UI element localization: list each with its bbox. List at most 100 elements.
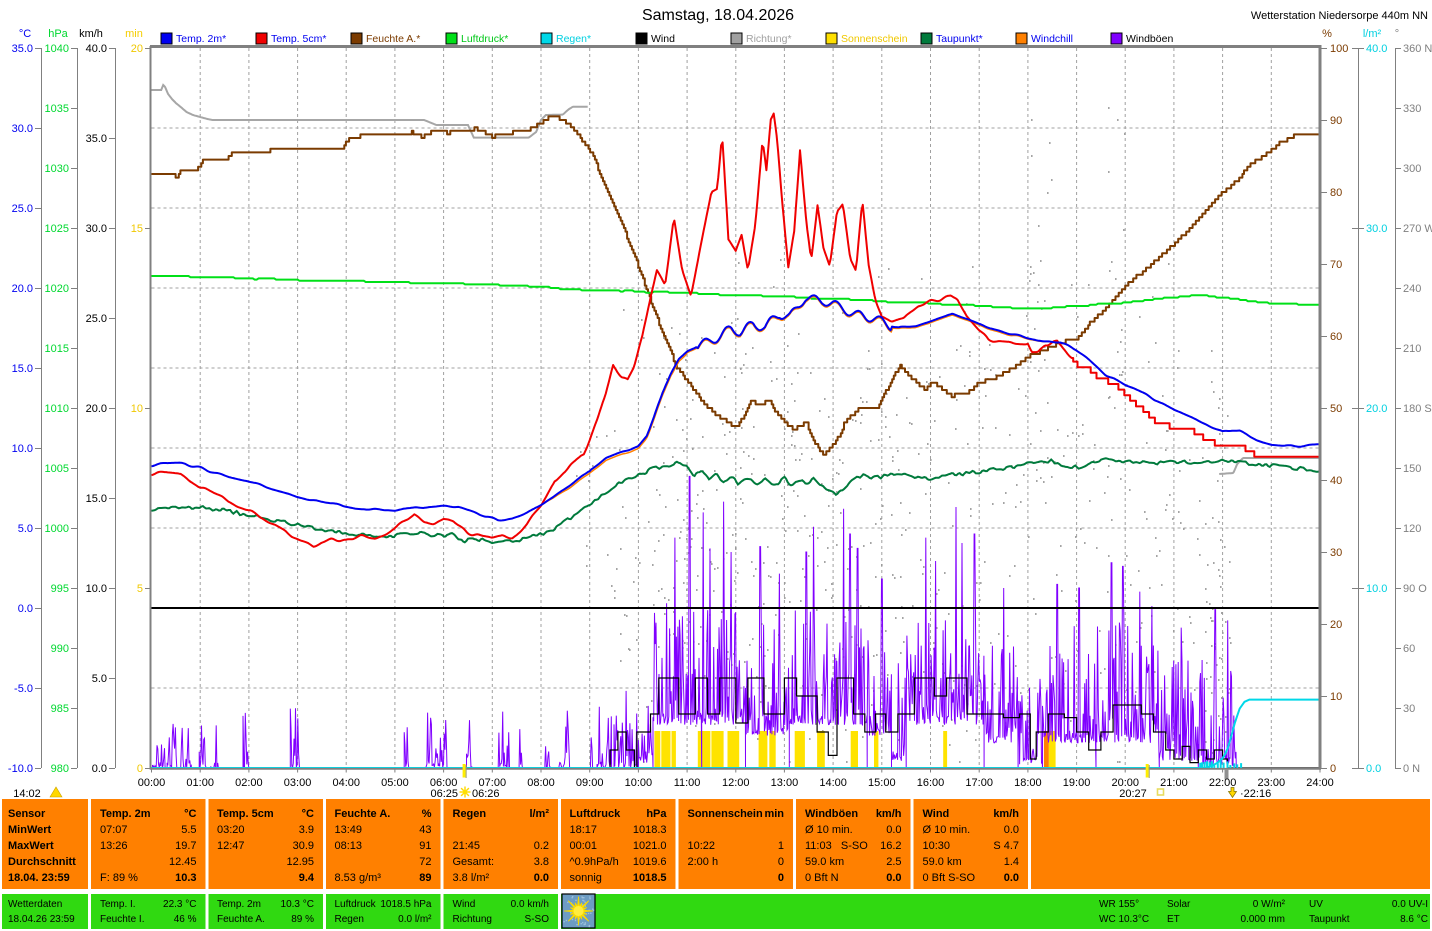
svg-text:10:22: 10:22 bbox=[688, 840, 716, 852]
svg-text:91: 91 bbox=[419, 840, 431, 852]
svg-text:Regen: Regen bbox=[335, 914, 364, 925]
svg-text:17:00: 17:00 bbox=[965, 777, 993, 789]
svg-text:Temp. 5cm*: Temp. 5cm* bbox=[271, 33, 326, 45]
svg-text:Windböen: Windböen bbox=[805, 808, 858, 820]
svg-text:F: 89 %: F: 89 % bbox=[100, 872, 138, 884]
svg-text:0.0: 0.0 bbox=[18, 603, 33, 615]
svg-text:90 O: 90 O bbox=[1403, 583, 1427, 595]
svg-text:21:00: 21:00 bbox=[1160, 777, 1188, 789]
svg-text:180 S: 180 S bbox=[1403, 403, 1432, 415]
svg-text:20:00: 20:00 bbox=[1111, 777, 1139, 789]
svg-text:20.0: 20.0 bbox=[1366, 403, 1387, 415]
svg-text:43: 43 bbox=[419, 824, 431, 836]
svg-text:13:49: 13:49 bbox=[335, 824, 363, 836]
svg-text:1000: 1000 bbox=[45, 523, 69, 535]
svg-text:20: 20 bbox=[131, 43, 143, 55]
svg-text:Feuchte A.: Feuchte A. bbox=[335, 808, 391, 820]
svg-text:Regen: Regen bbox=[453, 808, 487, 820]
svg-text:12.95: 12.95 bbox=[286, 856, 314, 868]
svg-text:km/h: km/h bbox=[876, 808, 902, 820]
svg-text:Feuchte I.: Feuchte I. bbox=[100, 914, 144, 925]
svg-text:30.0: 30.0 bbox=[1366, 223, 1387, 235]
svg-text:MaxWert: MaxWert bbox=[8, 840, 54, 852]
svg-text:10: 10 bbox=[131, 403, 143, 415]
svg-text:°C: °C bbox=[19, 28, 31, 40]
svg-text:km/h: km/h bbox=[79, 28, 103, 40]
svg-text:19.7: 19.7 bbox=[175, 840, 196, 852]
svg-text:89: 89 bbox=[419, 872, 431, 884]
svg-text:l/m²: l/m² bbox=[529, 808, 549, 820]
svg-text:300: 300 bbox=[1403, 163, 1421, 175]
svg-text:8.53 g/m³: 8.53 g/m³ bbox=[335, 872, 382, 884]
svg-text:0.0 UV-I: 0.0 UV-I bbox=[1392, 899, 1428, 910]
svg-text:1019.6: 1019.6 bbox=[633, 856, 667, 868]
svg-text:0.000 mm: 0.000 mm bbox=[1241, 914, 1285, 925]
svg-text:hPa: hPa bbox=[646, 808, 667, 820]
svg-text:20.0: 20.0 bbox=[12, 283, 33, 295]
svg-text:%: % bbox=[1322, 28, 1332, 40]
svg-text:sonnig: sonnig bbox=[570, 872, 602, 884]
svg-text:1040: 1040 bbox=[45, 43, 69, 55]
svg-text:30.0: 30.0 bbox=[86, 223, 107, 235]
svg-text:Wind: Wind bbox=[453, 899, 476, 910]
svg-text:210: 210 bbox=[1403, 343, 1421, 355]
svg-text:3.9: 3.9 bbox=[299, 824, 314, 836]
svg-text:12:47: 12:47 bbox=[217, 840, 245, 852]
svg-text:Luftdruck: Luftdruck bbox=[570, 808, 622, 820]
svg-text:5.0: 5.0 bbox=[18, 523, 33, 535]
svg-text:14:02: 14:02 bbox=[13, 788, 41, 800]
svg-text:990: 990 bbox=[51, 643, 69, 655]
svg-text:5.0: 5.0 bbox=[92, 673, 107, 685]
svg-text:07:07: 07:07 bbox=[100, 824, 128, 836]
svg-text:°C: °C bbox=[184, 808, 196, 820]
svg-text:0 W/m²: 0 W/m² bbox=[1253, 899, 1286, 910]
svg-text:Ø 10 min.: Ø 10 min. bbox=[923, 824, 971, 836]
svg-text:Windchill: Windchill bbox=[1031, 33, 1073, 45]
svg-text:985: 985 bbox=[51, 703, 69, 715]
svg-text:100: 100 bbox=[1330, 43, 1348, 55]
svg-text:360 N: 360 N bbox=[1403, 43, 1432, 55]
svg-text:11:03 S-SO: 11:03 S-SO bbox=[805, 840, 868, 852]
svg-text:330: 330 bbox=[1403, 103, 1421, 115]
svg-text:0.0: 0.0 bbox=[1366, 763, 1381, 775]
svg-text:80: 80 bbox=[1330, 187, 1342, 199]
svg-text:270 W: 270 W bbox=[1403, 223, 1432, 235]
svg-text:15:00: 15:00 bbox=[868, 777, 896, 789]
svg-text:20: 20 bbox=[1330, 619, 1342, 631]
svg-text:18:00: 18:00 bbox=[1014, 777, 1042, 789]
svg-text:Luftdruck*: Luftdruck* bbox=[461, 33, 508, 45]
svg-text:240: 240 bbox=[1403, 283, 1421, 295]
svg-text:0: 0 bbox=[778, 872, 784, 884]
svg-text:Richtung*: Richtung* bbox=[746, 33, 792, 45]
svg-text:0 Bft S-SO: 0 Bft S-SO bbox=[923, 872, 976, 884]
svg-text:01:00: 01:00 bbox=[186, 777, 214, 789]
svg-text:02:00: 02:00 bbox=[235, 777, 263, 789]
svg-text:0: 0 bbox=[137, 763, 143, 775]
svg-text:15.0: 15.0 bbox=[86, 493, 107, 505]
svg-text:120: 120 bbox=[1403, 523, 1421, 535]
svg-text:8.6 °C: 8.6 °C bbox=[1400, 914, 1428, 925]
svg-text:13:00: 13:00 bbox=[771, 777, 799, 789]
svg-text:60: 60 bbox=[1330, 331, 1342, 343]
svg-text:50: 50 bbox=[1330, 403, 1342, 415]
svg-text:min: min bbox=[764, 808, 784, 820]
svg-text:10.3 °C: 10.3 °C bbox=[281, 899, 314, 910]
svg-text:·22:16: ·22:16 bbox=[1240, 788, 1271, 800]
svg-text:11:00: 11:00 bbox=[674, 777, 701, 789]
svg-text:18.04. 23:59: 18.04. 23:59 bbox=[8, 872, 70, 884]
svg-text:Windböen: Windböen bbox=[1126, 33, 1173, 45]
svg-text:06:00: 06:00 bbox=[430, 777, 458, 789]
svg-text:23:00: 23:00 bbox=[1258, 777, 1286, 789]
svg-text:Wind: Wind bbox=[923, 808, 950, 820]
svg-text:89 %: 89 % bbox=[291, 914, 314, 925]
svg-text:07:00: 07:00 bbox=[479, 777, 507, 789]
svg-text:10.3: 10.3 bbox=[175, 872, 196, 884]
svg-text:10: 10 bbox=[1330, 691, 1342, 703]
svg-text:ET: ET bbox=[1167, 914, 1180, 925]
svg-text:06:26: 06:26 bbox=[472, 788, 500, 800]
svg-text:12:00: 12:00 bbox=[722, 777, 750, 789]
svg-text:03:00: 03:00 bbox=[284, 777, 312, 789]
svg-text:Temp. 5cm: Temp. 5cm bbox=[217, 808, 274, 820]
svg-text:59.0 km: 59.0 km bbox=[805, 856, 844, 868]
svg-text:Wetterstation Niedersorpe 440m: Wetterstation Niedersorpe 440m NN bbox=[1251, 10, 1428, 22]
